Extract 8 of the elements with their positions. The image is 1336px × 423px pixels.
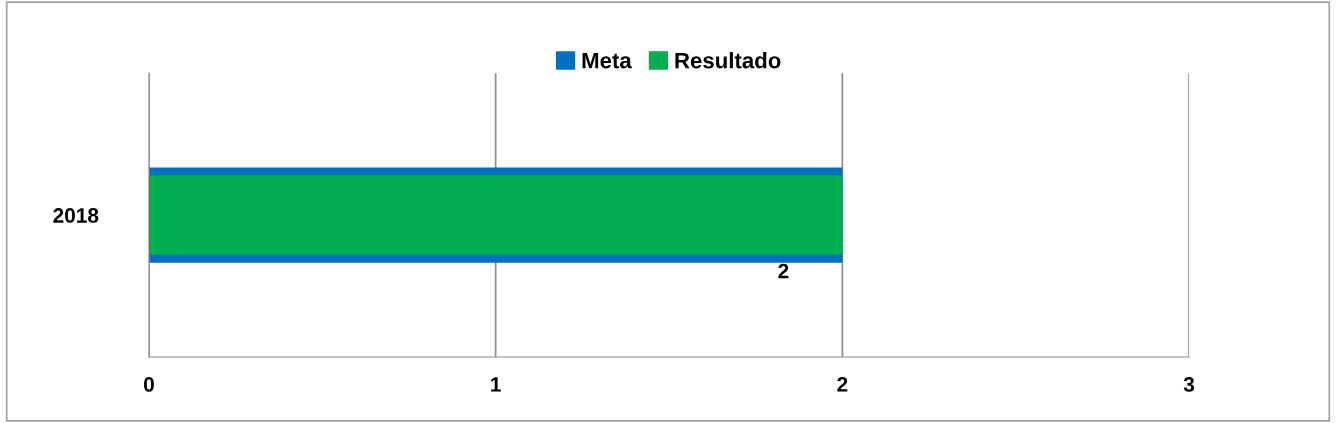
x-tick-label: 0 (143, 377, 154, 392)
x-tick-label: 2 (837, 377, 848, 392)
legend-label: Meta (582, 52, 632, 69)
data-label: 2 (778, 263, 789, 279)
x-tick-label: 1 (491, 377, 501, 392)
legend-label: Resultado (675, 52, 781, 69)
y-tick-label: 2018 (53, 208, 99, 223)
x-tick-label: 3 (1183, 377, 1195, 392)
